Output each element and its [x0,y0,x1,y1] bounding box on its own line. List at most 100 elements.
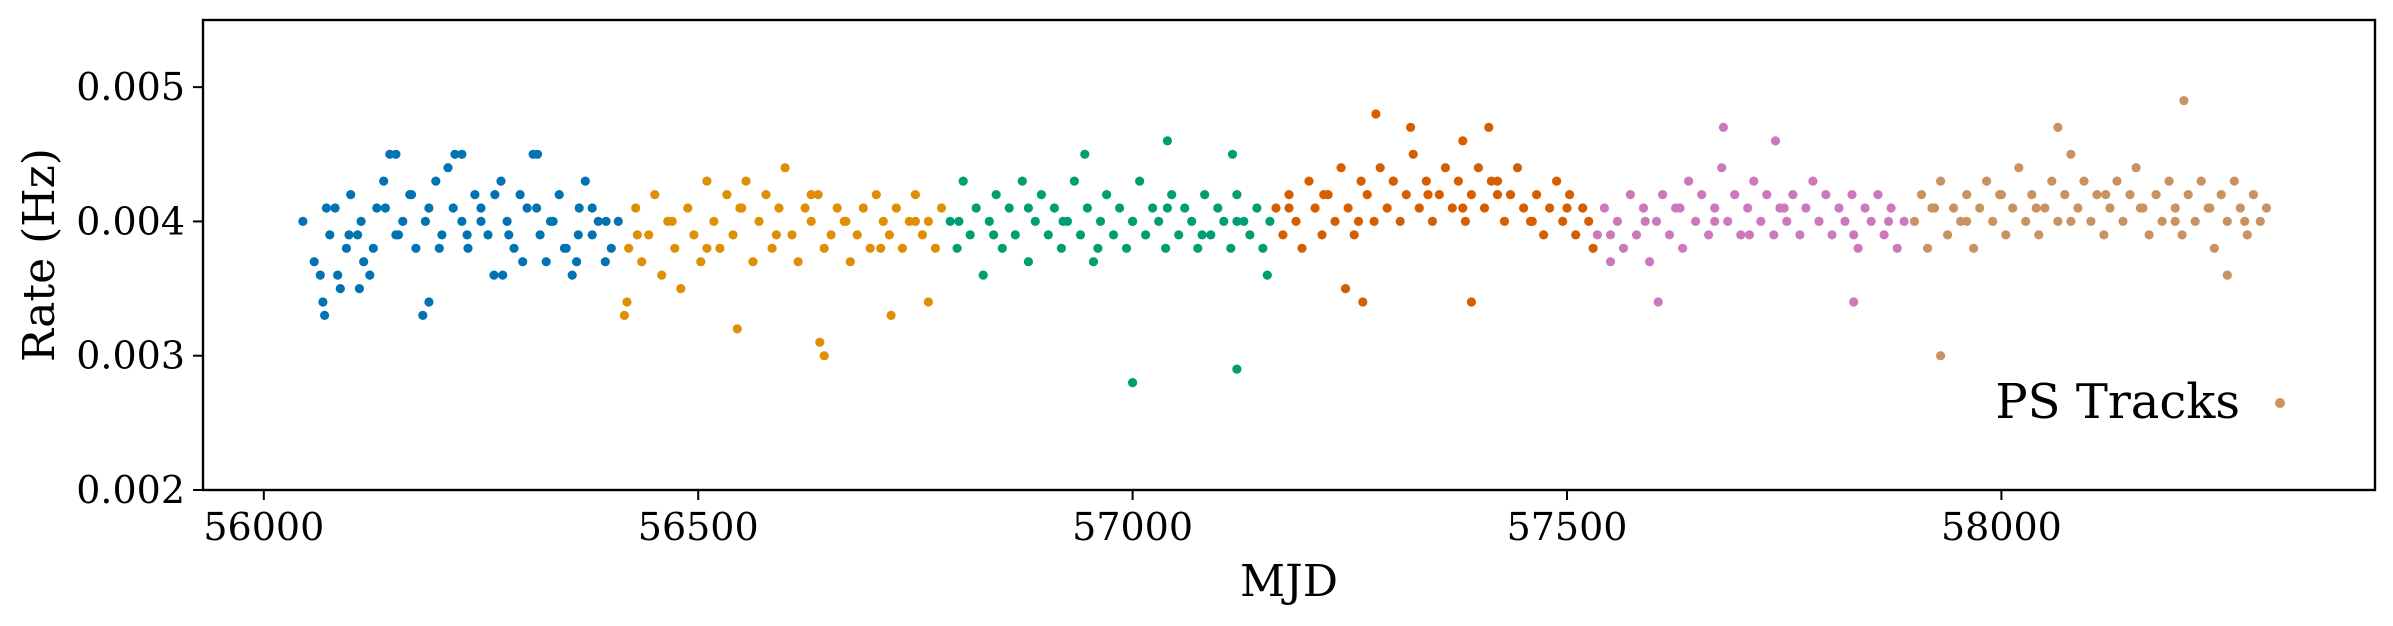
data-point [2014,163,2024,173]
data-point [1023,203,1033,213]
data-point [1213,203,1223,213]
data-point [1023,257,1033,267]
data-point [1866,216,1876,226]
data-point [1458,136,1468,146]
data-point [2066,216,2076,226]
data-point [1180,203,1190,213]
data-point [1162,136,1172,146]
data-point [1043,230,1053,240]
data-point [787,230,797,240]
data-point [1369,216,1379,226]
data-point [1382,203,1392,213]
data-point [356,216,366,226]
y-tick-label: 0.005 [76,65,185,109]
data-point [1886,203,1896,213]
data-point [1625,190,1635,200]
data-point [1736,230,1746,240]
data-point [841,216,851,226]
data-point [1723,216,1733,226]
data-point [1440,163,1450,173]
x-tick-label: 58000 [1941,505,2062,549]
data-point [2216,190,2226,200]
data-point [2101,190,2111,200]
data-point [1949,203,1959,213]
data-point [1375,163,1385,173]
data-point [1578,203,1588,213]
data-point [2112,176,2122,186]
data-point [380,203,390,213]
data-point [771,230,782,240]
data-point [1102,190,1112,200]
data-point [1847,190,1857,200]
data-point [761,190,771,200]
data-point [1743,203,1753,213]
data-point [2047,176,2057,186]
data-point [2105,203,2115,213]
data-point [1010,230,1020,240]
data-point [1605,230,1616,240]
data-point [732,324,742,334]
data-point [359,257,369,267]
data-point [1936,351,1946,361]
data-point [1349,230,1359,240]
data-point [1458,203,1468,213]
data-point [1356,176,1366,186]
data-point [1545,203,1555,213]
data-point [2248,190,2258,200]
data-point [637,257,647,267]
data-point [1226,243,1236,253]
data-point [559,243,570,253]
data-point [1505,190,1516,200]
data-point [923,297,934,307]
data-point [1319,190,1329,200]
data-point [1916,190,1927,200]
x-tick-label: 56000 [203,505,324,549]
data-point [600,257,610,267]
data-point [1408,149,1418,159]
data-point [2086,216,2096,226]
legend-label: PS Tracks [1995,374,2240,430]
data-point [1645,257,1655,267]
data-point [2229,176,2239,186]
data-point [1148,203,1158,213]
data-point [335,284,345,294]
data-point [391,149,401,159]
data-point [624,243,634,253]
data-point [2170,216,2180,226]
data-point [535,230,545,240]
data-point [1571,230,1581,240]
data-point [1343,203,1353,213]
data-point [1827,230,1837,240]
data-point [767,243,777,253]
data-point [1174,230,1184,240]
data-point [1744,230,1755,240]
data-point [1115,203,1125,213]
data-point [2053,216,2063,226]
y-tick-label: 0.004 [76,199,185,243]
data-point [1167,190,1177,200]
data-point [1082,203,1092,213]
data-point [670,243,680,253]
data-point [1943,230,1953,240]
data-point [593,216,603,226]
data-point [2261,203,2271,213]
data-point [1088,257,1099,267]
data-point [411,243,421,253]
data-point [1769,230,1779,240]
data-point [965,230,975,240]
data-point [991,190,1001,200]
data-point [886,310,896,320]
data-point [1141,230,1151,240]
data-point [871,190,881,200]
data-point [1252,203,1262,213]
data-point [2060,190,2070,200]
data-point [1909,216,1920,226]
data-point [420,216,430,226]
data-point [997,243,1007,253]
data-point [978,270,988,280]
data-point [1200,190,1210,200]
data-point [936,203,947,213]
data-point [2031,203,2041,213]
data-point [1317,230,1327,240]
data-point [344,230,354,240]
